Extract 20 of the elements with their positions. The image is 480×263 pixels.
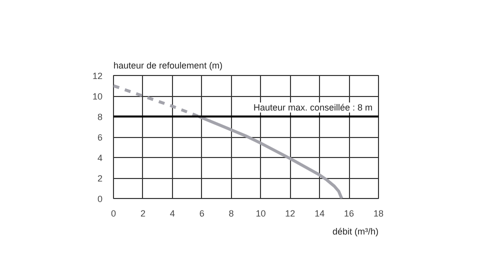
y-tick-label: 0: [97, 194, 103, 204]
x-tick-label: 16: [344, 208, 354, 218]
x-tick-label: 18: [373, 208, 384, 218]
x-tick-label: 10: [256, 208, 266, 218]
x-tick-label: 2: [140, 208, 146, 218]
x-tick-label: 12: [285, 208, 296, 218]
y-tick-label: 8: [97, 112, 103, 122]
x-axis-title: débit (m³/h): [332, 226, 379, 236]
y-tick-label: 12: [92, 71, 103, 81]
x-tick-label: 8: [228, 208, 234, 218]
y-tick-label: 6: [97, 132, 103, 142]
ref-line-label: Hauteur max. conseillée : 8 m: [253, 102, 373, 112]
x-tick-label: 6: [199, 208, 204, 218]
y-tick-label: 10: [92, 92, 103, 102]
x-tick-label: 14: [314, 208, 325, 218]
x-tick-label: 0: [110, 208, 116, 218]
y-axis-title: hauteur de refoulement (m): [114, 60, 223, 70]
x-tick-label: 4: [170, 208, 175, 218]
y-tick-label: 2: [97, 174, 103, 184]
y-tick-label: 4: [97, 153, 103, 163]
